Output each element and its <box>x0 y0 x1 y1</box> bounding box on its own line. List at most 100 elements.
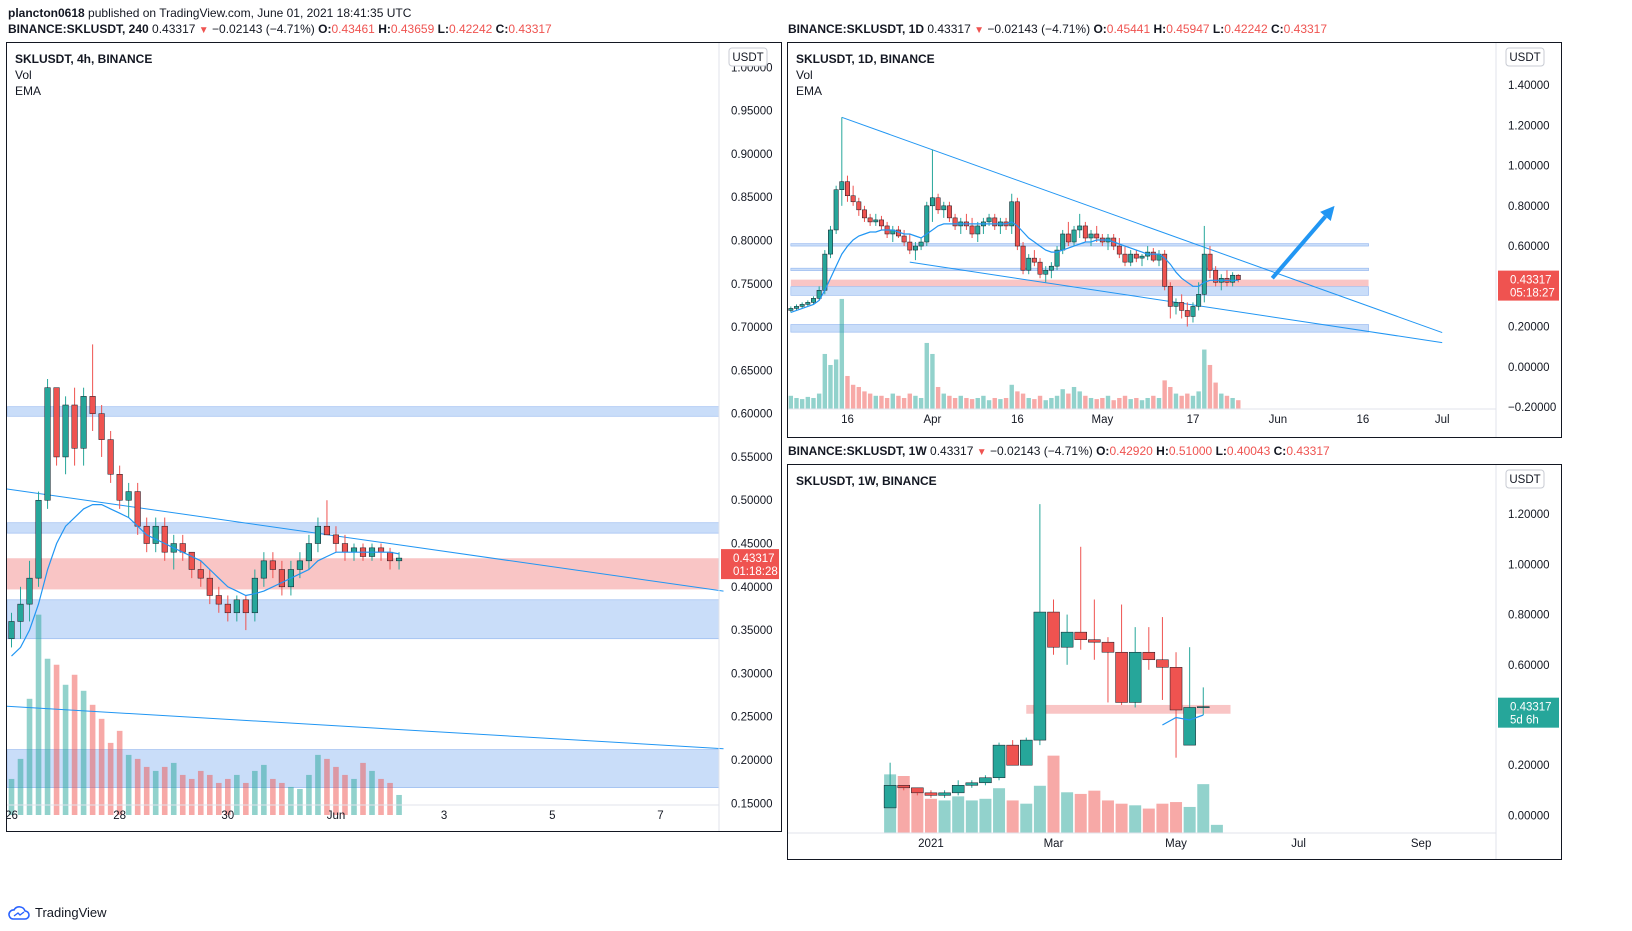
price-tick-label: 0.80000 <box>1508 201 1550 213</box>
chart-pane-1w[interactable]: 1.200001.000000.800000.600000.400000.200… <box>787 464 1562 860</box>
candle-body <box>332 534 340 544</box>
candle-body <box>929 197 935 207</box>
candle-body <box>911 787 924 794</box>
volume-bar <box>243 782 249 815</box>
time-tick-label: Jun <box>1269 414 1288 426</box>
time-tick-label: May <box>1091 414 1113 426</box>
zone-blue-3 <box>790 286 1369 296</box>
volume-bar <box>1170 802 1183 833</box>
high-value: 0.45947 <box>1166 22 1210 36</box>
last-price-countdown: 05:18:27 <box>1510 288 1555 300</box>
candle-body <box>17 603 24 622</box>
time-tick-label: 16 <box>1356 414 1369 426</box>
legend-volume[interactable]: Vol <box>796 68 813 82</box>
volume-bar <box>279 782 285 815</box>
author-name[interactable]: plancton0618 <box>8 6 85 20</box>
volume-bar <box>1190 395 1196 409</box>
close-label: C: <box>1270 22 1284 36</box>
close-value: 0.43317 <box>1286 444 1330 458</box>
candle-body <box>1115 651 1128 703</box>
legend-volume[interactable]: Vol <box>15 68 32 82</box>
volume-bar <box>351 778 357 815</box>
candle-body <box>1162 253 1168 287</box>
currency-badge <box>1505 469 1545 489</box>
volume-bar <box>965 800 978 833</box>
close-label: C: <box>1273 444 1287 458</box>
volume-bar <box>188 778 195 815</box>
candle-body <box>1048 265 1054 271</box>
candle-body <box>1197 706 1210 708</box>
candle-body <box>969 225 975 235</box>
candle-body <box>833 189 839 231</box>
volume-bar <box>342 774 348 815</box>
currency-badge <box>1505 47 1545 67</box>
legend-ema[interactable]: EMA <box>796 84 823 98</box>
tradingview-footer[interactable]: TradingView <box>8 905 107 920</box>
volume-bar <box>1139 400 1145 409</box>
candle-body <box>799 304 805 307</box>
price-axis: 1.200001.000000.800000.600000.400000.200… <box>1495 465 1550 859</box>
volume-bar <box>1088 397 1094 409</box>
price-tick-label: 0.75000 <box>731 279 773 291</box>
chart-pane-1d[interactable]: 1.400001.200001.000000.800000.600000.400… <box>787 42 1562 438</box>
volume-bar <box>1151 395 1156 409</box>
candle-body <box>377 547 385 553</box>
candle-body <box>1139 255 1145 259</box>
volume-bar <box>1142 808 1155 833</box>
price-tick-label: 0.20000 <box>731 755 773 767</box>
volume-bar <box>143 766 150 815</box>
chart-canvas-1w[interactable]: 1.200001.000000.800000.600000.400000.200… <box>788 465 1562 860</box>
publish-line: plancton0618 published on TradingView.co… <box>8 6 411 20</box>
price-tick-label: 0.30000 <box>731 668 773 680</box>
candle-body <box>242 599 249 614</box>
trendline-0 <box>7 488 724 592</box>
time-tick-label: 5 <box>549 810 555 822</box>
chart-canvas-1d[interactable]: 1.400001.200001.000000.800000.600000.400… <box>788 43 1562 438</box>
candle-body <box>116 474 123 501</box>
price-tick-label: 1.00000 <box>1508 559 1550 571</box>
candle-body <box>850 195 856 203</box>
price-tick-label: 0.20000 <box>1508 760 1550 772</box>
time-tick-label: 17 <box>1187 414 1200 426</box>
candle-body <box>71 404 78 449</box>
open-label: O: <box>318 22 332 36</box>
price-tick-label: −0.20000 <box>1508 402 1556 414</box>
candle-body <box>1031 257 1037 263</box>
price-tick-label: 0.15000 <box>731 798 773 810</box>
volume-bar <box>924 798 937 833</box>
candle-body <box>1201 253 1207 295</box>
volume-bar <box>1134 397 1139 409</box>
legend-title: SKLUSDT, 1W, BINANCE <box>796 474 937 488</box>
time-tick-label: Sep <box>1411 838 1431 850</box>
candle-body <box>215 595 222 605</box>
symbol-label: BINANCE:SKLUSDT, 1W <box>788 444 927 458</box>
volume-bar <box>979 798 992 833</box>
open-label: O: <box>1093 22 1107 36</box>
candle-body <box>951 785 965 794</box>
volume-bar <box>1156 803 1169 833</box>
volume-bar <box>1156 397 1162 409</box>
high-value: 0.43659 <box>390 22 435 36</box>
legend-ema[interactable]: EMA <box>15 84 42 98</box>
chart-canvas-4h[interactable]: 1.000000.950000.900000.850000.800000.750… <box>7 43 782 832</box>
legend-title: SKLUSDT, 1D, BINANCE <box>796 52 935 66</box>
last-price: 0.43317 <box>927 22 971 36</box>
high-label: H: <box>1156 444 1169 458</box>
time-tick-label: 16 <box>1011 414 1024 426</box>
chart-pane-4h[interactable]: 1.00000 0.95000 0.90000 0.85000 0.80000 0.750… <box>6 42 782 832</box>
volume-bar <box>378 778 384 815</box>
volume-bar <box>1196 391 1201 409</box>
candle-body <box>992 217 998 227</box>
volume-bar <box>1128 399 1133 409</box>
open-value: 0.43461 <box>331 22 375 36</box>
volume-bar <box>44 658 51 815</box>
volume-bar <box>35 614 42 815</box>
arrow-head-icon <box>1320 205 1335 221</box>
low-value: 0.42242 <box>448 22 493 36</box>
candle-body <box>816 290 822 299</box>
volume-bar <box>799 399 805 409</box>
price-tick-label: 0.00000 <box>1508 810 1550 822</box>
ema-line <box>11 504 400 657</box>
down-triangle-icon: ▼ <box>974 25 984 36</box>
volume-bar <box>897 776 910 833</box>
